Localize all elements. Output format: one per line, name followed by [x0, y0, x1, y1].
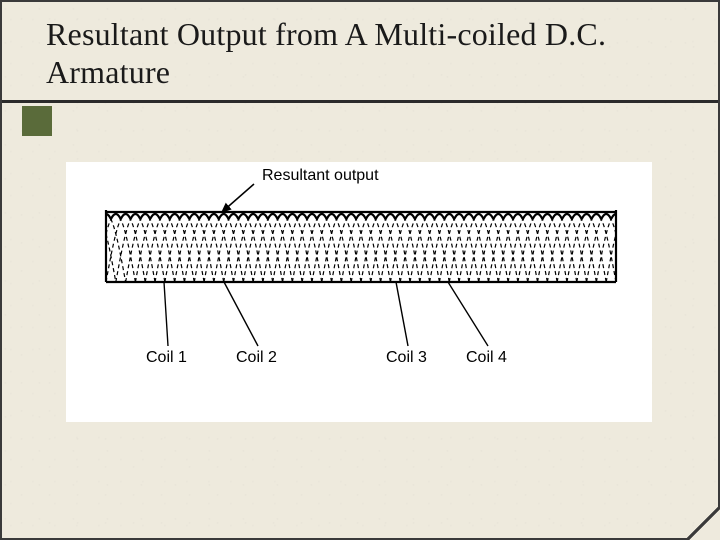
label-coil-2: Coil 2 [236, 349, 277, 366]
diagram-panel: Resultant output Coil 1 Coil 2 Coil 3 Coil 4 [66, 162, 652, 422]
accent-square [22, 106, 52, 136]
resultant-envelope [106, 214, 616, 219]
slide: Resultant Output from A Multi-coiled D.C… [0, 0, 720, 540]
slide-corner-fold [686, 506, 720, 540]
label-coil-1: Coil 1 [146, 349, 187, 366]
diagram-labels: Resultant output Coil 1 Coil 2 Coil 3 Coil 4 [146, 167, 507, 366]
label-resultant-output: Resultant output [262, 167, 379, 184]
title-underline [2, 100, 718, 103]
label-coil-3: Coil 3 [386, 349, 427, 366]
armature-waveform-diagram: Resultant output Coil 1 Coil 2 Coil 3 Coil 4 [66, 162, 652, 422]
label-coil-4: Coil 4 [466, 349, 507, 366]
coil-half-sines [106, 214, 616, 282]
page-title: Resultant Output from A Multi-coiled D.C… [46, 16, 678, 92]
